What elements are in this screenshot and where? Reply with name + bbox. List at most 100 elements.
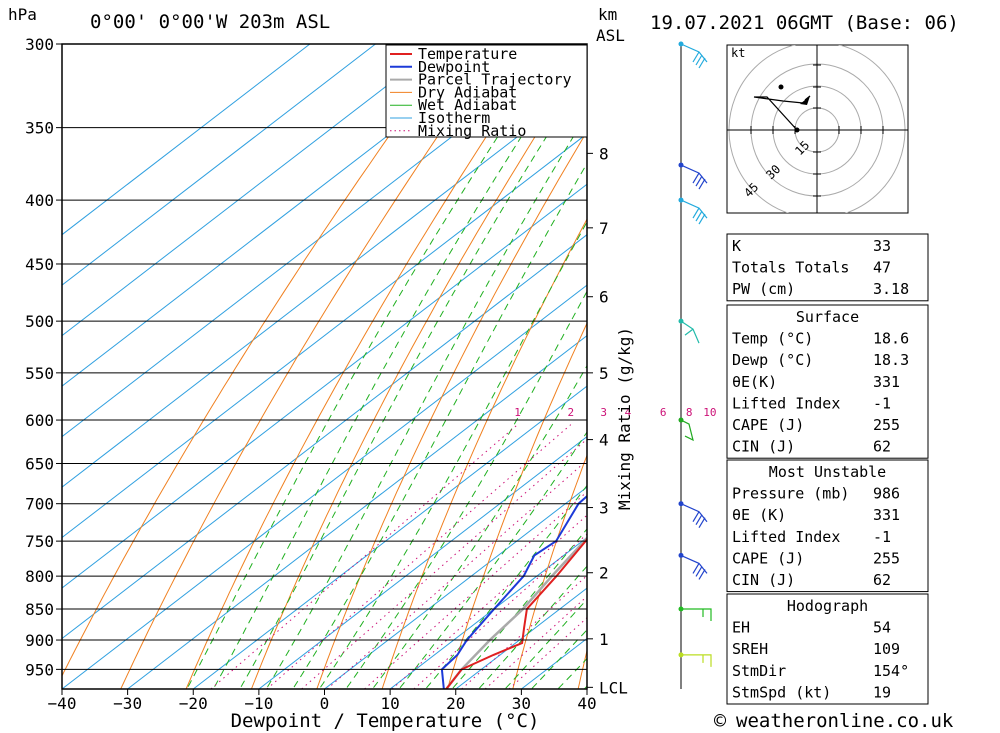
- km-tick-label: 8: [599, 144, 609, 163]
- hodo-unit-label: kt: [731, 46, 745, 60]
- y-tick-label: 450: [25, 255, 54, 274]
- legend-label: Wet Adiabat: [418, 96, 517, 114]
- copyright-symbol: ©: [714, 709, 727, 733]
- wet-adiabat-line: [451, 528, 587, 689]
- wind-barbs: [678, 41, 712, 667]
- mixing-ratio-label: 6: [660, 406, 667, 419]
- pressure-unit-label: hPa: [8, 5, 37, 24]
- mixing-ratio-label: 4: [625, 406, 632, 419]
- wet-adiabat-line: [478, 565, 587, 689]
- surface-label: Temp (°C): [732, 330, 813, 348]
- dry-adiabat-line: [381, 218, 587, 689]
- wind-barb: [680, 320, 700, 344]
- most-unstable-value: 62: [873, 571, 891, 589]
- dry-adiabat-line: [62, 52, 449, 677]
- x-axis: −40 −30 −20 −10 0 10 20 30 40: [48, 689, 597, 713]
- y-axis: 300 350 400 450 500 550 600 650 700 750 800 850 900 9…: [25, 35, 62, 679]
- indices-label: Totals Totals: [732, 259, 849, 277]
- most-unstable-label: Pressure (mb): [732, 485, 849, 503]
- wind-barb: [681, 654, 712, 667]
- profiles: [440, 494, 587, 689]
- hodograph-table-box: [726, 593, 929, 705]
- wind-barb: [680, 503, 708, 528]
- dry-adiabat-line: [316, 130, 587, 689]
- wet-adiabat-line: [239, 71, 587, 689]
- hodograph-table-label: StmSpd (kt): [732, 683, 831, 701]
- km-tick-label: 4: [599, 431, 609, 450]
- mixing-ratio-line: [266, 424, 572, 689]
- website-label: weatheronline.co.uk: [736, 710, 954, 732]
- wet-adiabat-line: [212, 44, 583, 689]
- dry-adiabat-line: [185, 52, 543, 689]
- x-tick-label: 10: [380, 694, 399, 713]
- x-axis-label: Dewpoint / Temperature (°C): [231, 710, 540, 732]
- indices-value: 3.18: [873, 280, 909, 298]
- hodograph: 15 30 45 kt: [726, 44, 909, 214]
- dry-adiabat-line: [970, 53, 1000, 689]
- dry-adiabat-line: [447, 322, 587, 689]
- surface-value: 255: [873, 416, 900, 434]
- most-unstable-box: [726, 459, 929, 593]
- wind-barb: [680, 419, 694, 442]
- x-tick-label: 30: [512, 694, 531, 713]
- surface-title: Surface: [796, 308, 859, 326]
- km-tick-label: 2: [599, 564, 609, 583]
- indices-box: [726, 233, 929, 302]
- indices-label: PW (cm): [732, 280, 795, 298]
- km-tick-label: 3: [599, 499, 609, 518]
- most-unstable-value: -1: [873, 528, 891, 546]
- surface-value: 62: [873, 438, 891, 456]
- x-tick-label: 20: [446, 694, 465, 713]
- km-tick-label: 5: [599, 364, 609, 383]
- isotherm-line: [62, 234, 587, 640]
- surface-label: θE(K): [732, 373, 777, 391]
- surface-label: CIN (J): [732, 438, 795, 456]
- km-axis: 8 7 6 5 4 3 2 1 LCL: [587, 144, 628, 697]
- isotherm-line: [62, 44, 442, 337]
- legend-label: Isotherm: [418, 109, 490, 127]
- x-tick-label: −10: [244, 694, 273, 713]
- surface-label: Dewp (°C): [732, 351, 813, 369]
- x-tick-label: −40: [48, 694, 77, 713]
- isotherm-line: [324, 486, 587, 689]
- mixing-ratio-axis-label: Mixing Ratio (g/kg): [615, 327, 634, 510]
- dry-adiabat-line: [512, 453, 587, 689]
- legend-label: Mixing Ratio: [418, 122, 526, 140]
- y-tick-label: 700: [25, 495, 54, 514]
- isotherm-line: [258, 435, 587, 689]
- hodograph-table-value: 19: [873, 683, 891, 701]
- wind-barb: [680, 164, 708, 190]
- mixing-ratio-label: 10: [703, 406, 716, 419]
- y-tick-label: 550: [25, 364, 54, 383]
- km-tick-label: 6: [599, 288, 609, 307]
- wind-barb: [680, 43, 708, 69]
- y-tick-label: 950: [25, 660, 54, 679]
- hodograph-table-value: 54: [873, 619, 891, 637]
- mixing-ratio-label: 3: [600, 406, 607, 419]
- most-unstable-label: CIN (J): [732, 571, 795, 589]
- most-unstable-title: Most Unstable: [769, 463, 886, 481]
- surface-label: CAPE (J): [732, 416, 804, 434]
- km-tick-label: 7: [599, 219, 609, 238]
- surface-value: 331: [873, 373, 900, 391]
- mixing-ratio-line: [326, 459, 587, 689]
- indices-label: K: [732, 237, 741, 255]
- hodograph-table-title: Hodograph: [787, 597, 868, 615]
- wind-barb: [680, 554, 708, 580]
- location-title: 0°00' 0°00'W 203m ASL: [90, 11, 330, 33]
- x-tick-label: 0: [320, 694, 330, 713]
- wet-adiabat-line: [371, 364, 587, 689]
- most-unstable-label: Lifted Index: [732, 528, 840, 546]
- isotherm-line: [389, 536, 587, 689]
- y-tick-label: 500: [25, 312, 54, 331]
- legend-label: Temperature: [418, 45, 517, 63]
- isotherm-line: [62, 284, 587, 689]
- datetime-title: 19.07.2021 06GMT (Base: 06): [650, 12, 959, 34]
- y-tick-label: 600: [25, 411, 54, 430]
- mixing-ratio-label: 2: [567, 406, 574, 419]
- hodograph-table-label: EH: [732, 619, 750, 637]
- series-temperature: [445, 537, 587, 689]
- isotherm-line: [192, 385, 587, 689]
